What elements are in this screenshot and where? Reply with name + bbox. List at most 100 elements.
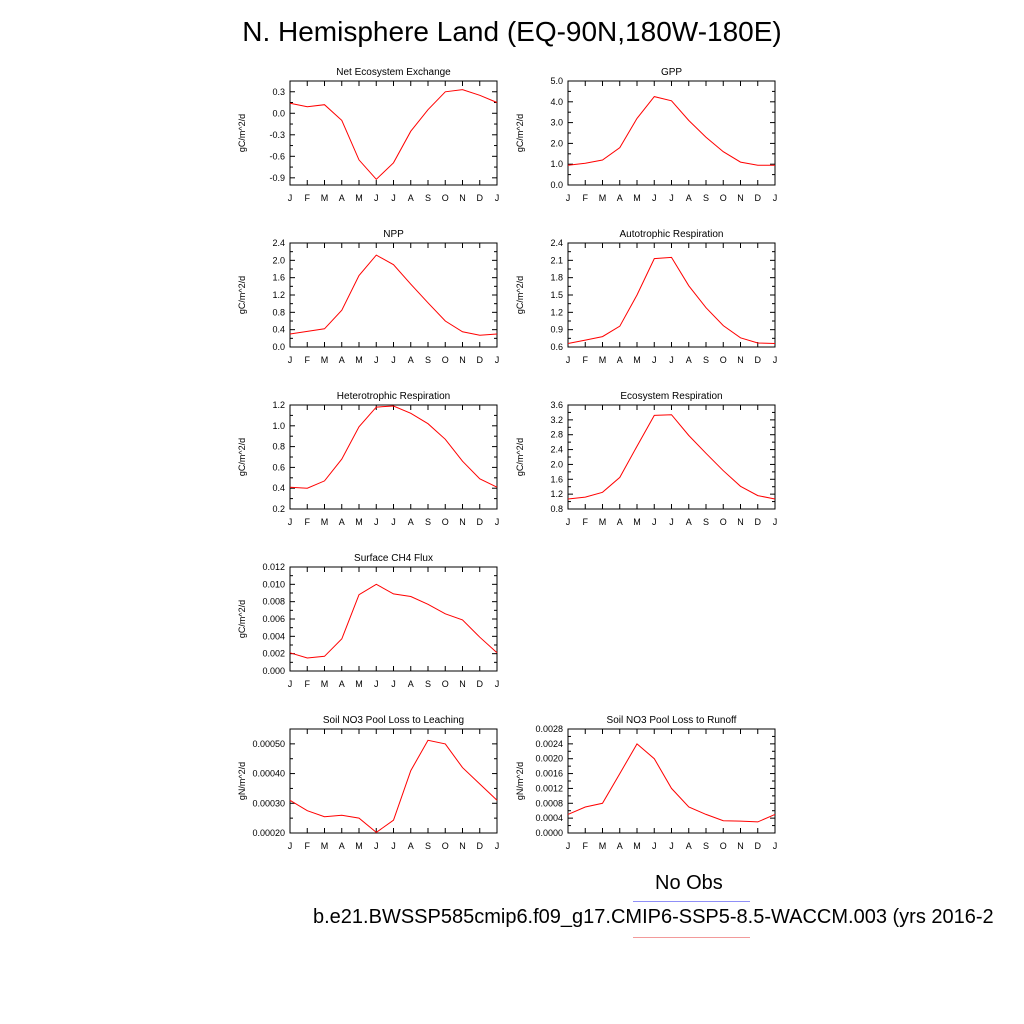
y-tick-label: 0.0000	[535, 828, 563, 838]
x-tick-label: A	[617, 517, 623, 527]
x-tick-label: A	[617, 355, 623, 365]
data-point	[376, 179, 377, 180]
y-tick-label: 1.6	[272, 273, 285, 283]
panel-title: Autotrophic Respiration	[620, 229, 724, 240]
x-tick-label: J	[652, 517, 657, 527]
data-point	[462, 767, 463, 768]
data-point	[341, 458, 342, 459]
x-tick-label: M	[321, 841, 329, 851]
y-tick-label: 0.004	[262, 631, 285, 641]
data-point	[567, 814, 568, 815]
data-point	[462, 89, 463, 90]
x-tick-label: A	[686, 193, 692, 203]
legend-case-label: b.e21.BWSSP585cmip6.f09_g17.CMIP6-SSP5-8…	[313, 906, 994, 928]
x-tick-label: D	[477, 355, 484, 365]
x-tick-label: A	[617, 841, 623, 851]
x-tick-label: J	[669, 355, 674, 365]
y-tick-label: -0.3	[269, 130, 285, 140]
data-point	[688, 285, 689, 286]
x-tick-label: J	[495, 841, 500, 851]
data-point	[341, 310, 342, 311]
y-tick-label: 1.2	[550, 489, 563, 499]
x-tick-label: M	[355, 841, 363, 851]
y-tick-label: 0.6	[550, 342, 563, 352]
x-tick-label: J	[669, 841, 674, 851]
y-tick-label: 0.9	[550, 325, 563, 335]
x-tick-label: J	[288, 355, 293, 365]
x-tick-label: M	[633, 193, 641, 203]
y-tick-label: 0.00040	[252, 769, 285, 779]
x-tick-label: A	[339, 841, 345, 851]
data-point	[393, 820, 394, 821]
series-line	[567, 256, 776, 344]
y-tick-label: 1.5	[550, 290, 563, 300]
series-line	[289, 583, 498, 659]
series-line	[289, 739, 498, 834]
y-tick-label: 4.0	[550, 97, 563, 107]
data-point	[289, 652, 290, 653]
data-point	[723, 151, 724, 152]
x-tick-label: N	[737, 193, 744, 203]
y-tick-label: 0.0	[272, 108, 285, 118]
data-point	[585, 339, 586, 340]
data-point	[723, 820, 724, 821]
y-tick-label: 0.0	[272, 342, 285, 352]
y-tick-label: 2.0	[550, 138, 563, 148]
data-point	[393, 162, 394, 163]
x-tick-label: J	[374, 841, 379, 851]
data-point	[567, 498, 568, 499]
y-tick-label: 0.002	[262, 649, 285, 659]
x-tick-label: F	[583, 841, 589, 851]
data-point	[602, 492, 603, 493]
data-point	[445, 91, 446, 92]
data-point	[376, 584, 377, 585]
y-tick-label: 0.8	[272, 307, 285, 317]
y-tick-label: 2.4	[272, 238, 285, 248]
x-tick-label: N	[737, 517, 744, 527]
data-point	[619, 326, 620, 327]
data-point	[393, 405, 394, 406]
data-point	[774, 343, 775, 344]
x-tick-label: J	[773, 517, 778, 527]
x-tick-label: A	[408, 841, 414, 851]
x-tick-label: S	[425, 355, 431, 365]
data-point	[740, 162, 741, 163]
x-tick-label: F	[305, 679, 311, 689]
data-point	[307, 657, 308, 658]
x-tick-label: S	[425, 517, 431, 527]
y-tick-label: 1.2	[272, 400, 285, 410]
data-point	[671, 414, 672, 415]
x-tick-label: J	[288, 679, 293, 689]
x-tick-label: O	[442, 679, 449, 689]
data-point	[479, 783, 480, 784]
data-point	[636, 294, 637, 295]
data-point	[774, 165, 775, 166]
data-point	[445, 320, 446, 321]
data-point	[585, 497, 586, 498]
data-point	[567, 165, 568, 166]
y-tick-label: 2.1	[550, 255, 563, 265]
x-tick-label: J	[652, 193, 657, 203]
data-point	[602, 159, 603, 160]
chart-panel-9: Soil NO3 Pool Loss to Runoff 0.0000 0.0004…	[515, 715, 777, 851]
y-tick-label: 2.8	[550, 430, 563, 440]
y-tick-label: 1.2	[272, 290, 285, 300]
data-point	[740, 337, 741, 338]
x-tick-label: F	[305, 355, 311, 365]
data-point	[324, 656, 325, 657]
x-tick-label: F	[305, 517, 311, 527]
y-axis-label: gC/m^2/d	[237, 438, 247, 476]
data-point	[774, 814, 775, 815]
x-tick-label: M	[599, 841, 607, 851]
data-point	[393, 593, 394, 594]
data-point	[671, 788, 672, 789]
x-tick-label: F	[305, 841, 311, 851]
data-point	[654, 96, 655, 97]
x-tick-label: J	[374, 679, 379, 689]
y-tick-label: 0.0012	[535, 783, 563, 793]
chart-panel-1: Net Ecosystem Exchange 0.3 0.0 -0.3 -0.6 -0.9…	[237, 67, 499, 203]
x-tick-label: M	[321, 355, 329, 365]
x-tick-label: A	[408, 193, 414, 203]
x-tick-label: O	[442, 193, 449, 203]
